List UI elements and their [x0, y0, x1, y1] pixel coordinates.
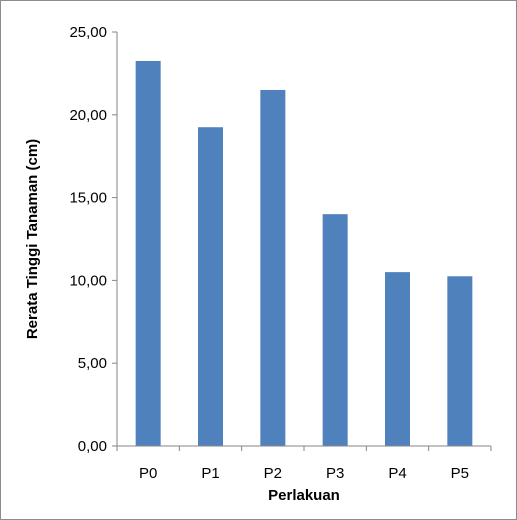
y-tick-label: 10,00	[69, 272, 107, 289]
bar-p1	[198, 127, 223, 446]
bar-p5	[447, 276, 473, 446]
x-axis-title: Perlakuan	[268, 487, 340, 504]
x-tick-label: P1	[201, 465, 219, 482]
y-tick-label: 15,00	[69, 190, 107, 207]
bar-p4	[385, 272, 410, 446]
x-tick-label: P0	[139, 465, 157, 482]
y-axis-title: Rerata Tinggi Tanaman (cm)	[24, 139, 41, 339]
y-tick-label: 20,00	[69, 107, 107, 124]
y-tick-label: 0,00	[78, 438, 107, 455]
x-axis-ticks: P0 P1 P2 P3 P4 P5	[116, 446, 492, 482]
bar-p2	[260, 89, 286, 447]
y-tick-label: 5,00	[78, 355, 107, 372]
x-tick-label: P3	[326, 465, 344, 482]
x-tick-label: P4	[388, 465, 406, 482]
y-axis-ticks: 0,00 5,00 10,00 15,00 20,00 25,00	[69, 24, 117, 455]
bar-p0	[135, 60, 161, 446]
y-tick-label: 25,00	[69, 24, 107, 41]
bar-p3	[322, 214, 348, 446]
x-tick-label: P2	[264, 465, 282, 482]
x-tick-label: P5	[451, 465, 469, 482]
bar-series	[135, 60, 473, 447]
